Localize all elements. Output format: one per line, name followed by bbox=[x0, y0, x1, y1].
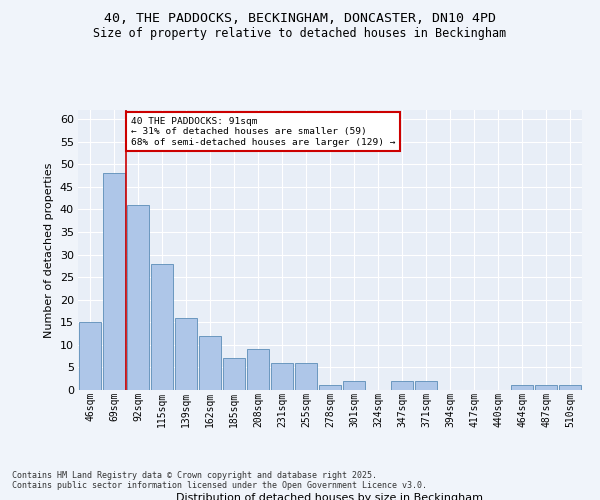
Bar bbox=[391, 381, 413, 390]
Bar bbox=[223, 358, 245, 390]
Bar bbox=[199, 336, 221, 390]
Bar bbox=[343, 381, 365, 390]
Text: Contains HM Land Registry data © Crown copyright and database right 2025.
Contai: Contains HM Land Registry data © Crown c… bbox=[12, 470, 427, 490]
Bar bbox=[247, 350, 269, 390]
Text: 40 THE PADDOCKS: 91sqm
← 31% of detached houses are smaller (59)
68% of semi-det: 40 THE PADDOCKS: 91sqm ← 31% of detached… bbox=[131, 117, 395, 146]
Bar bbox=[151, 264, 173, 390]
Bar bbox=[415, 381, 437, 390]
X-axis label: Distribution of detached houses by size in Beckingham: Distribution of detached houses by size … bbox=[176, 494, 484, 500]
Bar bbox=[511, 386, 533, 390]
Bar bbox=[319, 386, 341, 390]
Bar bbox=[535, 386, 557, 390]
Bar bbox=[271, 363, 293, 390]
Bar bbox=[103, 173, 125, 390]
Text: Size of property relative to detached houses in Beckingham: Size of property relative to detached ho… bbox=[94, 28, 506, 40]
Bar bbox=[79, 322, 101, 390]
Bar bbox=[175, 318, 197, 390]
Text: 40, THE PADDOCKS, BECKINGHAM, DONCASTER, DN10 4PD: 40, THE PADDOCKS, BECKINGHAM, DONCASTER,… bbox=[104, 12, 496, 26]
Y-axis label: Number of detached properties: Number of detached properties bbox=[44, 162, 54, 338]
Bar bbox=[559, 386, 581, 390]
Bar bbox=[295, 363, 317, 390]
Bar bbox=[127, 205, 149, 390]
